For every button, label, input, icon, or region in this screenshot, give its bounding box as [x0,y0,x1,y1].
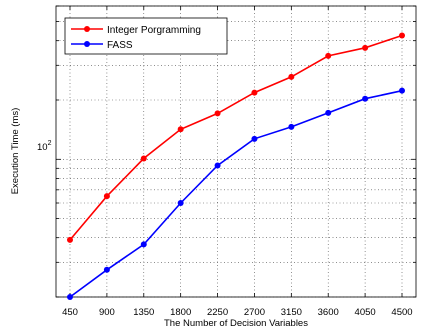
legend-label-fass: FASS [107,40,133,51]
data-point-series-1 [103,266,110,273]
legend-box [64,17,228,55]
data-point-series-1 [140,241,147,248]
data-point-series-1 [362,95,369,102]
data-point-series-0 [177,126,184,133]
data-point-series-0 [67,236,73,243]
x-tick-label: 1800 [170,307,191,318]
x-axis-label: The Number of Decision Variables [164,318,308,329]
data-point-series-0 [399,32,405,39]
plot-frame [55,5,417,298]
y-tick-label: 102 [37,140,52,153]
data-point-series-0 [288,73,295,80]
y-tick-label-base: 10 [37,142,48,153]
data-point-series-1 [177,200,184,207]
legend-marker-integer-programming [84,26,90,32]
series-line-1 [69,89,403,298]
data-point-series-1 [251,135,258,142]
data-point-series-0 [140,155,147,162]
x-tick-label: 3600 [318,307,339,318]
data-point-series-0 [103,193,110,200]
x-tick-label: 2250 [207,307,228,318]
data-point-series-1 [399,87,405,94]
data-point-series-1 [214,162,221,169]
x-tick-label: 450 [62,307,78,318]
data-point-series-0 [214,110,221,117]
x-tick-label: 900 [99,307,115,318]
x-tick-label: 3150 [281,307,302,318]
x-tick-label: 4050 [355,307,376,318]
series-line-0 [69,34,403,241]
x-tick-label: 4500 [391,307,412,318]
y-axis-label: Execution Time (ms) [10,108,21,195]
x-tick-label: 1350 [133,307,154,318]
legend-marker-fass [84,41,90,47]
data-point-series-0 [325,52,332,59]
data-point-series-0 [362,44,369,51]
series-group [67,32,405,300]
x-tick-label: 2700 [244,307,265,318]
legend: Integer Porgramming FASS [64,17,228,55]
data-point-series-1 [288,123,295,130]
data-point-series-1 [67,294,73,300]
legend-label-integer-programming: Integer Porgramming [107,25,201,36]
y-tick-label-exponent: 2 [48,140,52,147]
data-point-series-0 [251,89,258,96]
data-point-series-1 [325,109,332,116]
